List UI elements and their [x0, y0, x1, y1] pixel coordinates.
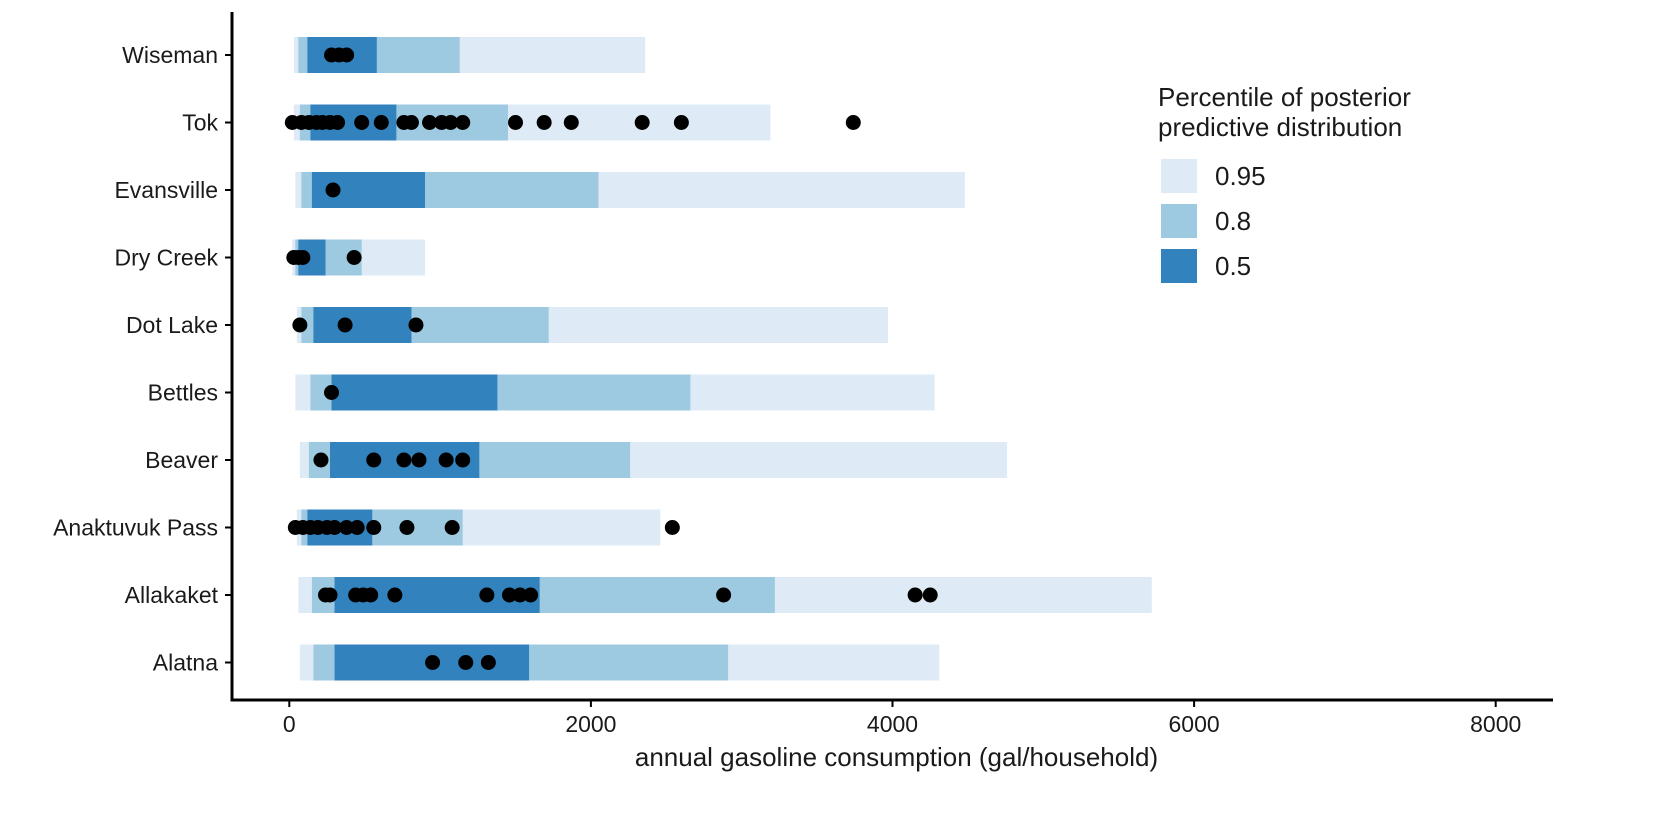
x-tick-label-8000: 8000	[1470, 711, 1521, 737]
y-tick-label-beaver: Beaver	[145, 447, 218, 473]
x-tick-label-2000: 2000	[565, 711, 616, 737]
point-tok-10	[403, 115, 419, 130]
point-tok-7	[354, 115, 370, 130]
point-tok-11	[422, 115, 438, 130]
point-dot-lake-0	[292, 317, 308, 333]
point-tok-15	[508, 115, 524, 130]
point-tok-16	[536, 115, 552, 130]
legend-label-0-8: 0.8	[1215, 206, 1251, 236]
y-tick-label-alatna: Alatna	[153, 650, 218, 676]
point-tok-17	[563, 115, 579, 130]
point-allakaket-1	[322, 587, 338, 603]
point-alatna-2	[480, 655, 496, 670]
point-allakaket-10	[716, 587, 732, 603]
point-allakaket-9	[523, 587, 539, 603]
point-beaver-2	[396, 452, 412, 468]
point-beaver-0	[313, 452, 329, 468]
point-anaktuvuk-pass-9	[399, 520, 415, 535]
point-tok-13	[443, 115, 459, 130]
point-tok-14	[455, 115, 471, 130]
point-allakaket-5	[387, 587, 403, 603]
point-bettles-0	[324, 385, 340, 400]
point-beaver-4	[438, 452, 454, 468]
point-beaver-3	[411, 452, 427, 468]
legend-swatch-0-95	[1161, 159, 1197, 193]
legend-label-0-5: 0.5	[1215, 251, 1251, 281]
point-tok-8	[373, 115, 389, 130]
point-alatna-1	[458, 655, 474, 670]
point-allakaket-6	[479, 587, 495, 603]
y-tick-label-dot-lake: Dot Lake	[126, 312, 218, 338]
point-anaktuvuk-pass-8	[366, 520, 382, 535]
point-anaktuvuk-pass-5	[327, 520, 343, 535]
point-allakaket-7	[501, 587, 517, 603]
point-alatna-0	[425, 655, 441, 670]
axes: Wiseman Tok Evansville Dry Creek Dot Lake Bet…	[53, 12, 1553, 737]
legend-label-0-95: 0.95	[1215, 161, 1266, 191]
point-evansville-0	[325, 182, 341, 198]
y-tick-label-allakaket: Allakaket	[125, 582, 219, 608]
y-tick-label-dry-creek: Dry Creek	[114, 245, 218, 271]
point-dot-lake-2	[408, 317, 424, 333]
point-allakaket-8	[512, 587, 528, 603]
point-anaktuvuk-pass-11	[664, 520, 680, 535]
legend-title-line-2: predictive distribution	[1158, 112, 1402, 142]
point-dry-creek-2	[295, 250, 311, 265]
legend-swatch-0-8	[1161, 204, 1197, 238]
y-tick-label-anaktuvuk-pass: Anaktuvuk Pass	[53, 515, 218, 541]
point-tok-20	[845, 115, 861, 130]
y-tick-label-wiseman: Wiseman	[122, 42, 218, 68]
point-anaktuvuk-pass-7	[349, 520, 365, 535]
point-anaktuvuk-pass-6	[339, 520, 355, 535]
point-anaktuvuk-pass-10	[444, 520, 460, 535]
y-tick-label-bettles: Bettles	[148, 380, 218, 406]
x-axis-title: annual gasoline consumption (gal/househo…	[635, 742, 1158, 772]
observation-points	[284, 47, 938, 670]
point-wiseman-2	[339, 47, 355, 63]
point-allakaket-12	[922, 587, 938, 603]
y-tick-label-tok: Tok	[182, 110, 218, 136]
interval-bars	[292, 37, 1152, 681]
x-tick-label-0: 0	[283, 711, 296, 737]
legend-swatch-0-5	[1161, 249, 1197, 283]
point-tok-19	[673, 115, 689, 130]
legend-title-line-1: Percentile of posterior	[1158, 82, 1411, 112]
point-beaver-1	[366, 452, 382, 468]
bar-p50-dot-lake	[313, 307, 412, 343]
point-dry-creek-3	[346, 250, 362, 265]
point-allakaket-4	[363, 587, 379, 603]
point-dot-lake-1	[337, 317, 353, 333]
point-tok-18	[634, 115, 650, 130]
point-beaver-5	[455, 452, 471, 468]
y-tick-label-evansville: Evansville	[114, 177, 218, 203]
point-allakaket-11	[907, 587, 923, 603]
point-tok-6	[330, 115, 346, 130]
bar-p50-bettles	[331, 374, 498, 411]
x-tick-label-6000: 6000	[1169, 711, 1220, 737]
x-tick-label-4000: 4000	[867, 711, 918, 737]
